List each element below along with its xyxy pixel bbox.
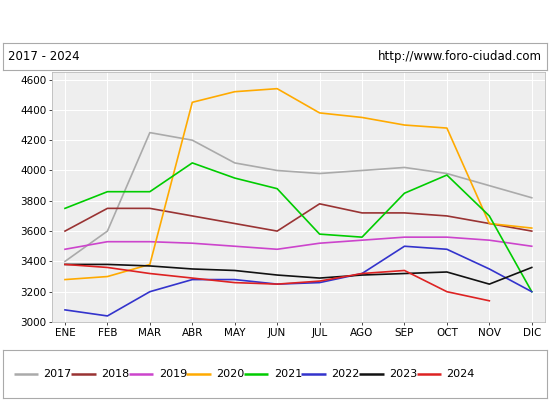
Text: 2017: 2017: [43, 369, 72, 379]
Text: 2021: 2021: [274, 369, 302, 379]
Text: 2022: 2022: [332, 369, 360, 379]
Text: 2019: 2019: [159, 369, 187, 379]
Text: 2024: 2024: [447, 369, 475, 379]
Text: 2018: 2018: [101, 369, 129, 379]
Text: Evolucion del paro registrado en Vila-real: Evolucion del paro registrado en Vila-re…: [124, 14, 426, 28]
Text: 2020: 2020: [216, 369, 245, 379]
Text: 2023: 2023: [389, 369, 417, 379]
Text: http://www.foro-ciudad.com: http://www.foro-ciudad.com: [378, 50, 542, 63]
Text: 2017 - 2024: 2017 - 2024: [8, 50, 80, 63]
